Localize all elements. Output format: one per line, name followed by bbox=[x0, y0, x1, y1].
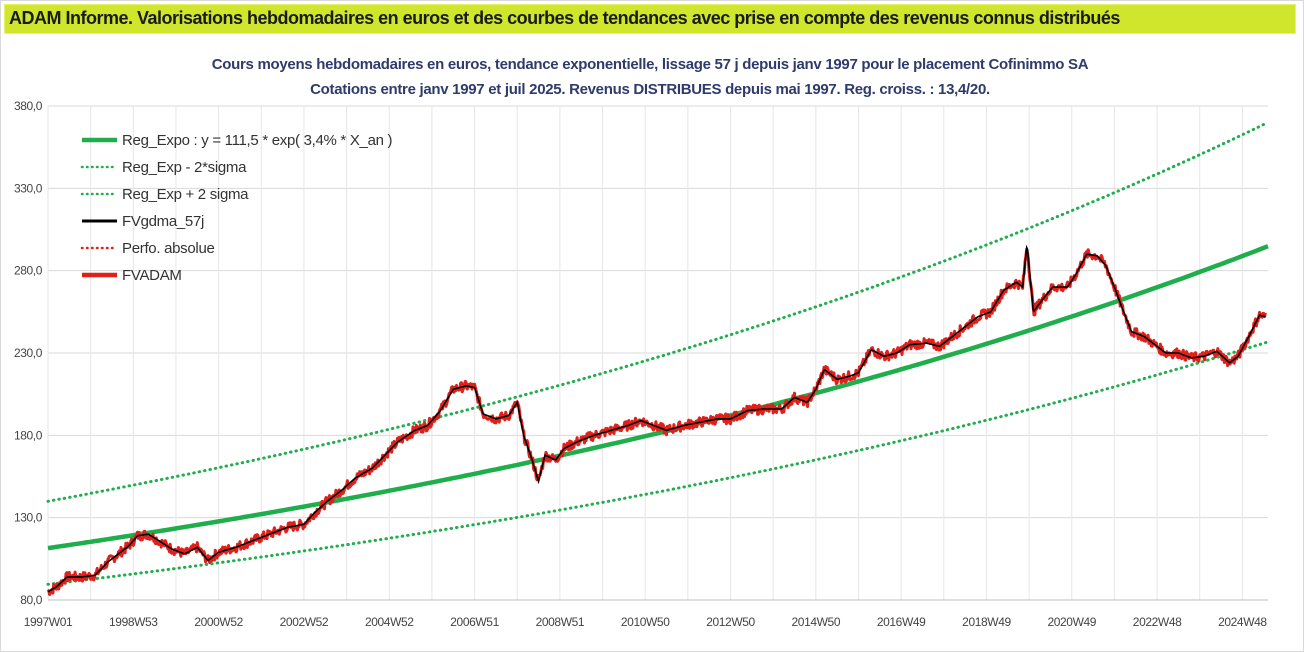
x-tick-label: 2012W50 bbox=[706, 615, 755, 629]
y-tick-label: 280,0 bbox=[14, 264, 43, 278]
y-tick-label: 130,0 bbox=[14, 511, 43, 525]
x-tick-label: 2016W49 bbox=[877, 615, 926, 629]
x-tick-label: 2014W50 bbox=[792, 615, 841, 629]
y-axis: 80,0 130,0 180,0 230,0 280,0 330,0 380,0 bbox=[14, 99, 43, 607]
series-reg-minus-2sigma bbox=[46, 340, 1270, 586]
x-tick-label: 2000W52 bbox=[194, 615, 243, 629]
series-fvadam bbox=[46, 247, 1267, 597]
banner-title: ADAM Informe. Valorisations hebdomadaire… bbox=[9, 8, 1120, 28]
y-tick-label: 330,0 bbox=[14, 181, 43, 195]
legend-label: FVADAM bbox=[122, 267, 182, 284]
x-tick-label: 2006W51 bbox=[450, 615, 499, 629]
x-tick-label: 1997W01 bbox=[24, 615, 73, 629]
y-tick-label: 180,0 bbox=[14, 428, 43, 442]
gridlines bbox=[47, 105, 1268, 601]
y-tick-label: 230,0 bbox=[14, 346, 43, 360]
x-tick-label: 2008W51 bbox=[536, 615, 585, 629]
legend: Reg_Expo : y = 111,5 * exp( 3,4% * X_an … bbox=[80, 132, 393, 284]
legend-label: Reg_Expo : y = 111,5 * exp( 3,4% * X_an … bbox=[122, 132, 393, 149]
series-fvgdma-57j bbox=[47, 244, 1266, 593]
legend-label: Perfo. absolue bbox=[122, 240, 215, 257]
x-axis: 1997W01 1998W53 2000W52 2002W52 2004W52 2006W… bbox=[24, 615, 1268, 629]
x-tick-label: 1998W53 bbox=[109, 615, 158, 629]
plot-area bbox=[46, 120, 1270, 597]
x-tick-label: 2024W48 bbox=[1218, 615, 1267, 629]
y-tick-label: 380,0 bbox=[14, 99, 43, 113]
legend-label: Reg_Exp - 2*sigma bbox=[122, 159, 247, 176]
x-tick-label: 2004W52 bbox=[365, 615, 414, 629]
y-tick-label: 80,0 bbox=[20, 593, 42, 607]
x-tick-label: 2020W49 bbox=[1047, 615, 1096, 629]
x-tick-label: 2002W52 bbox=[280, 615, 329, 629]
report-banner: ADAM Informe. Valorisations hebdomadaire… bbox=[4, 4, 1296, 34]
x-tick-label: 2022W48 bbox=[1133, 615, 1182, 629]
series-reg-plus-2sigma bbox=[46, 120, 1270, 503]
chart-title: Cours moyens hebdomadaires en euros, ten… bbox=[212, 56, 1089, 73]
x-tick-label: 2010W50 bbox=[621, 615, 670, 629]
series-reg-expo bbox=[47, 244, 1269, 551]
legend-label: Reg_Exp + 2 sigma bbox=[122, 186, 249, 203]
x-tick-label: 2018W49 bbox=[962, 615, 1011, 629]
legend-label: FVgdma_57j bbox=[122, 213, 204, 230]
chart-subtitle: Cotations entre janv 1997 et juil 2025. … bbox=[310, 81, 990, 98]
